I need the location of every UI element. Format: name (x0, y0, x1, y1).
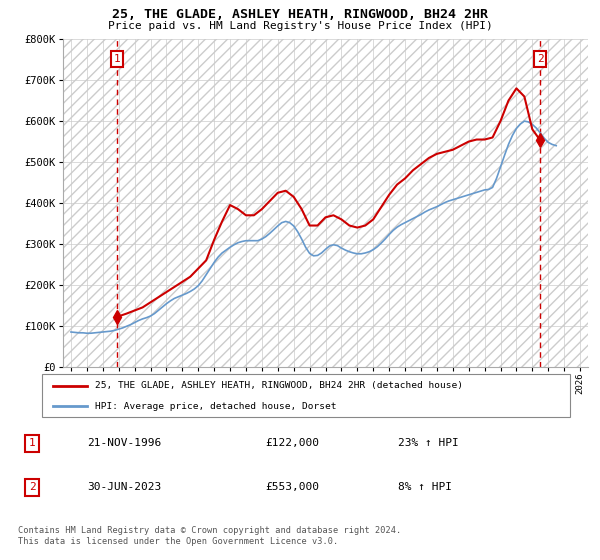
Text: Contains HM Land Registry data © Crown copyright and database right 2024.
This d: Contains HM Land Registry data © Crown c… (18, 526, 401, 546)
Text: 2: 2 (29, 482, 35, 492)
Text: 8% ↑ HPI: 8% ↑ HPI (398, 482, 452, 492)
Text: 23% ↑ HPI: 23% ↑ HPI (398, 438, 458, 449)
FancyBboxPatch shape (42, 374, 570, 417)
Text: 1: 1 (29, 438, 35, 449)
Text: 2: 2 (537, 54, 544, 64)
Text: 30-JUN-2023: 30-JUN-2023 (87, 482, 161, 492)
Text: HPI: Average price, detached house, Dorset: HPI: Average price, detached house, Dors… (95, 402, 337, 411)
Text: 21-NOV-1996: 21-NOV-1996 (87, 438, 161, 449)
Text: £122,000: £122,000 (265, 438, 319, 449)
Text: 25, THE GLADE, ASHLEY HEATH, RINGWOOD, BH24 2HR (detached house): 25, THE GLADE, ASHLEY HEATH, RINGWOOD, B… (95, 381, 463, 390)
Text: 1: 1 (114, 54, 121, 64)
Text: 25, THE GLADE, ASHLEY HEATH, RINGWOOD, BH24 2HR: 25, THE GLADE, ASHLEY HEATH, RINGWOOD, B… (112, 8, 488, 21)
Text: Price paid vs. HM Land Registry's House Price Index (HPI): Price paid vs. HM Land Registry's House … (107, 21, 493, 31)
Text: £553,000: £553,000 (265, 482, 319, 492)
